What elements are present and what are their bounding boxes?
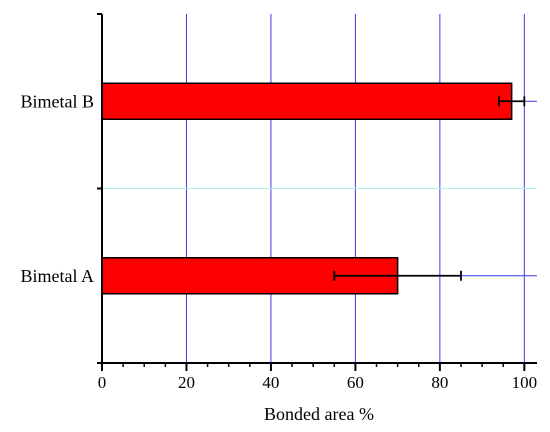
x-tick-label-60: 60 <box>347 373 364 392</box>
x-tick-label-40: 40 <box>262 373 279 392</box>
grid-lines <box>102 14 537 363</box>
x-tick-label-100: 100 <box>512 373 538 392</box>
axes <box>97 13 537 371</box>
category-label: Bimetal A <box>21 266 95 286</box>
category-label: Bimetal B <box>21 91 95 111</box>
labels: Bimetal A Bimetal B 0 20 40 60 80 100 <box>21 91 538 392</box>
bar-bimetal-b <box>101 82 513 120</box>
x-axis-title: Bonded area % <box>264 404 374 424</box>
x-tick-label-0: 0 <box>98 373 107 392</box>
x-tick-label-20: 20 <box>178 373 195 392</box>
x-tick-label-80: 80 <box>431 373 448 392</box>
